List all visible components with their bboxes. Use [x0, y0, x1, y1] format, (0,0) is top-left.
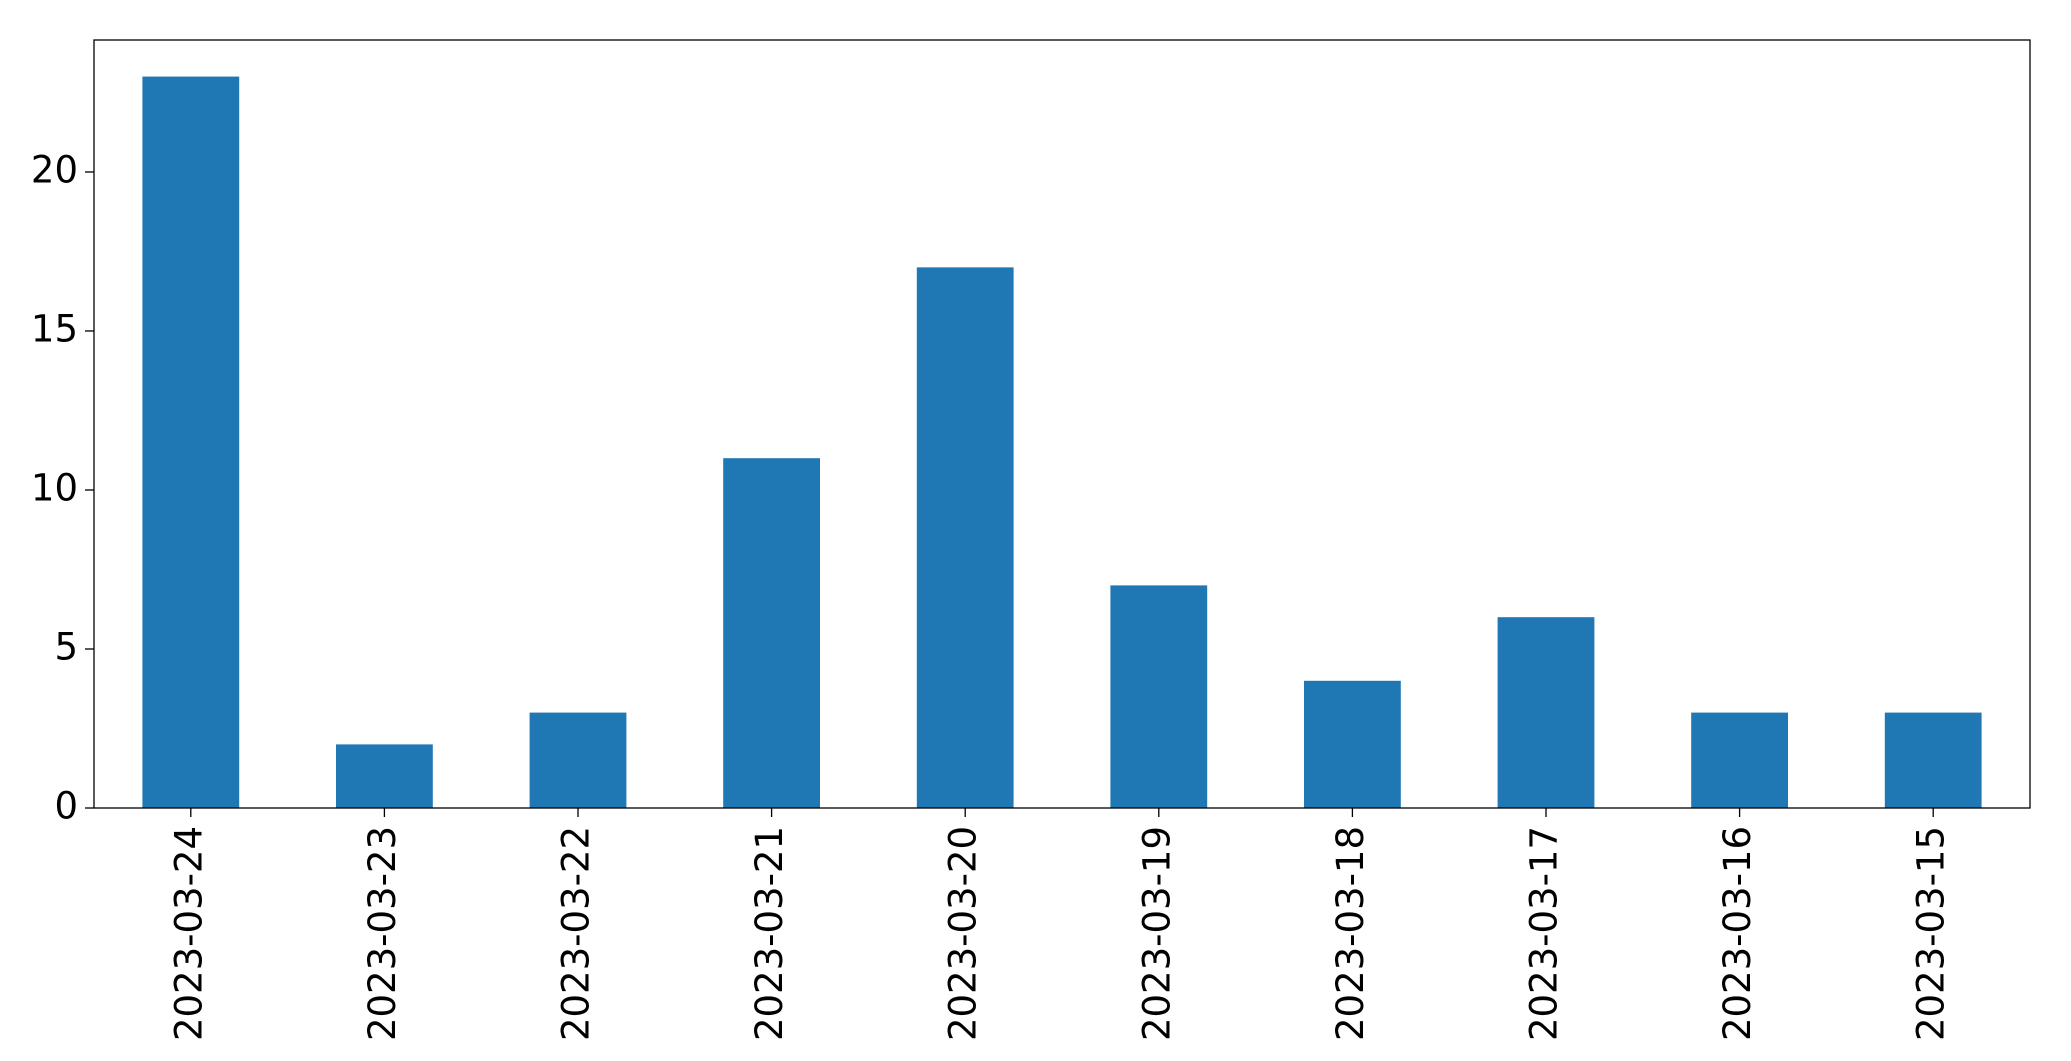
x-tick-label: 2023-03-22 [555, 826, 598, 1041]
x-tick-label: 2023-03-19 [1135, 826, 1178, 1041]
bar [1304, 680, 1401, 808]
bar [916, 267, 1014, 808]
bar [1884, 712, 1982, 808]
x-tick-label: 2023-03-17 [1523, 826, 1566, 1041]
bar [723, 458, 820, 808]
y-tick-label: 20 [31, 148, 78, 191]
x-tick-label: 2023-03-20 [942, 826, 985, 1041]
y-tick-label: 10 [31, 466, 78, 509]
x-tick-label: 2023-03-21 [748, 826, 791, 1041]
bar [1497, 617, 1595, 808]
x-tick-label: 2023-03-18 [1329, 826, 1372, 1041]
y-tick-label: 5 [54, 625, 78, 668]
bar [336, 744, 433, 808]
plot-frame [93, 39, 2031, 809]
bar [1691, 712, 1788, 808]
x-tick-label: 2023-03-24 [167, 826, 210, 1041]
bar [1110, 585, 1208, 808]
y-tick-label: 0 [54, 785, 78, 828]
y-tick-label: 15 [31, 307, 78, 350]
bar [142, 76, 240, 809]
x-tick-label: 2023-03-15 [1910, 826, 1953, 1041]
x-tick-label: 2023-03-16 [1716, 826, 1759, 1041]
x-tick-label: 2023-03-23 [361, 826, 404, 1041]
bar [529, 712, 627, 808]
